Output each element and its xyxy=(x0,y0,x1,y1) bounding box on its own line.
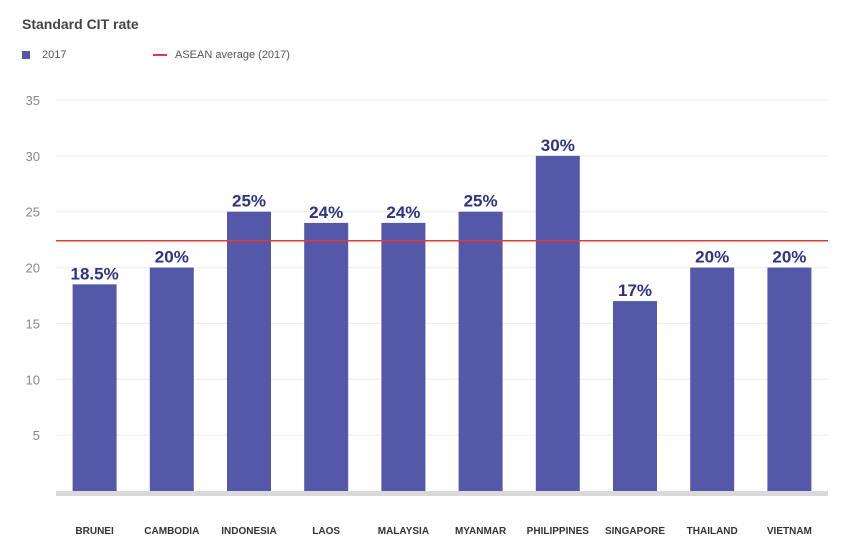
legend-item-asean-average: ASEAN average (2017) xyxy=(153,49,290,61)
data-label: 24% xyxy=(386,203,420,222)
bar xyxy=(458,211,503,491)
data-label: 17% xyxy=(618,281,652,300)
legend-swatch-2017 xyxy=(22,51,30,59)
data-label: 25% xyxy=(464,192,498,211)
y-tick-label: 20 xyxy=(26,261,40,276)
bar xyxy=(381,222,426,491)
data-label: 30% xyxy=(541,136,575,155)
x-tick-label: INDONESIA xyxy=(221,526,277,537)
data-label: 20% xyxy=(772,248,806,267)
y-tick-label: 15 xyxy=(26,316,40,331)
chart-title: Standard CIT rate xyxy=(22,16,139,32)
x-tick-label: VIETNAM xyxy=(767,526,812,537)
data-label: 25% xyxy=(232,192,266,211)
legend-label-asean-average: ASEAN average (2017) xyxy=(175,49,290,61)
y-tick-label: 35 xyxy=(26,93,40,108)
legend-line-asean-average xyxy=(153,54,167,56)
x-tick-label: MYANMAR xyxy=(455,526,507,537)
bar xyxy=(613,301,657,491)
legend-label-2017: 2017 xyxy=(42,49,67,61)
bar xyxy=(304,222,349,491)
bar xyxy=(227,211,271,491)
x-tick-label: THAILAND xyxy=(687,526,738,537)
y-tick-label: 30 xyxy=(26,149,40,164)
data-label: 18.5% xyxy=(70,264,118,283)
x-tick-label: BRUNEI xyxy=(75,526,114,537)
data-label: 20% xyxy=(155,248,189,267)
x-tick-label: PHILIPPINES xyxy=(527,526,590,537)
bar xyxy=(72,284,117,491)
x-tick-label: SINGAPORE xyxy=(605,526,665,537)
y-tick-label: 25 xyxy=(26,205,40,220)
x-tick-label: LAOS xyxy=(312,526,340,537)
bar xyxy=(535,155,580,491)
bar xyxy=(690,267,735,491)
y-tick-label: 5 xyxy=(33,428,40,443)
bar xyxy=(767,267,812,491)
data-label: 20% xyxy=(695,248,729,267)
data-label: 24% xyxy=(309,203,343,222)
x-tick-label: MALAYSIA xyxy=(378,526,429,537)
x-tick-label: CAMBODIA xyxy=(144,526,199,537)
x-axis-baseline xyxy=(56,491,828,496)
y-tick-label: 10 xyxy=(26,372,40,387)
bar xyxy=(149,267,194,491)
legend-item-2017: 2017 xyxy=(22,49,66,61)
